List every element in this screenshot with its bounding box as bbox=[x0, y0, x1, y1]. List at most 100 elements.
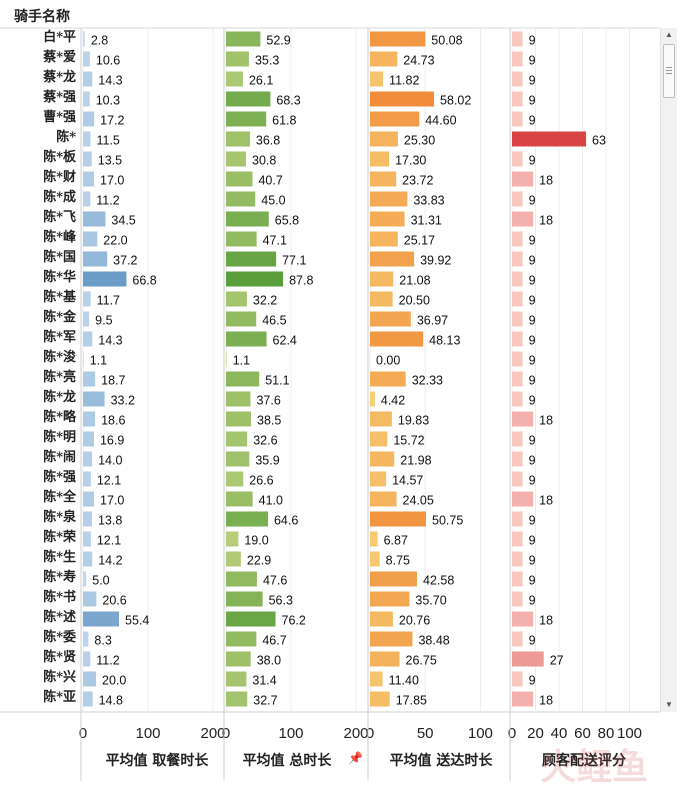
bar bbox=[512, 291, 523, 307]
data-label: 10.6 bbox=[96, 54, 120, 68]
data-label: 46.5 bbox=[262, 314, 286, 328]
pin-icon[interactable]: 📌 bbox=[348, 751, 363, 765]
scroll-thumb[interactable] bbox=[663, 44, 675, 98]
data-label: 9 bbox=[529, 74, 536, 88]
data-label: 12.1 bbox=[97, 534, 121, 548]
bar bbox=[226, 291, 247, 307]
bar bbox=[512, 111, 523, 127]
data-label: 14.57 bbox=[392, 474, 423, 488]
bar bbox=[226, 71, 243, 87]
bar bbox=[83, 691, 93, 707]
data-label: 9 bbox=[529, 634, 536, 648]
data-label: 20.0 bbox=[102, 674, 126, 688]
rider-name: 陈*述 bbox=[43, 610, 76, 625]
data-label: 76.2 bbox=[282, 614, 306, 628]
scroll-down-arrow-icon[interactable]: ▼ bbox=[665, 700, 673, 709]
data-label: 24.05 bbox=[403, 494, 434, 508]
bar bbox=[226, 571, 257, 587]
data-label: 9 bbox=[529, 314, 536, 328]
footer-label-pickup[interactable]: 平均值 取餐时长 bbox=[105, 753, 209, 769]
bar bbox=[370, 571, 418, 587]
bar bbox=[370, 91, 435, 107]
bar bbox=[370, 471, 387, 487]
data-label: 27 bbox=[550, 654, 564, 668]
data-label: 17.30 bbox=[395, 154, 426, 168]
data-label: 41.0 bbox=[259, 494, 283, 508]
data-label: 42.58 bbox=[423, 574, 454, 588]
data-label: 11.5 bbox=[96, 134, 119, 148]
bar bbox=[512, 431, 523, 447]
data-label: 45.0 bbox=[261, 194, 285, 208]
data-label: 26.75 bbox=[406, 654, 437, 668]
data-label: 9 bbox=[529, 674, 536, 688]
bar bbox=[512, 191, 523, 207]
data-label: 18 bbox=[539, 214, 553, 228]
data-label: 38.48 bbox=[418, 634, 449, 648]
tick-label: 100 bbox=[278, 725, 303, 742]
bar bbox=[83, 111, 95, 127]
data-label: 56.3 bbox=[269, 594, 293, 608]
rider-name: 白*平 bbox=[43, 30, 76, 45]
bar bbox=[226, 211, 269, 227]
data-label: 35.3 bbox=[255, 54, 279, 68]
bar bbox=[83, 291, 91, 307]
footer-label-delivery[interactable]: 平均值 送达时长 bbox=[389, 753, 493, 769]
bar bbox=[226, 131, 250, 147]
bar bbox=[370, 331, 424, 347]
data-label: 9 bbox=[529, 254, 536, 268]
data-label: 37.6 bbox=[256, 394, 280, 408]
data-label: 20.50 bbox=[399, 294, 430, 308]
bar bbox=[512, 471, 523, 487]
data-label: 25.17 bbox=[404, 234, 435, 248]
bar bbox=[512, 91, 523, 107]
bar bbox=[512, 231, 523, 247]
scroll-up-arrow-icon[interactable]: ▲ bbox=[665, 30, 673, 39]
data-label: 14.0 bbox=[98, 454, 122, 468]
rider-name: 陈*峰 bbox=[43, 230, 76, 245]
data-label: 61.8 bbox=[272, 114, 296, 128]
data-label: 36.8 bbox=[256, 134, 280, 148]
header-title: 骑手名称 bbox=[14, 9, 70, 25]
bar bbox=[226, 391, 251, 407]
bar bbox=[512, 211, 534, 227]
vertical-scrollbar[interactable]: ▲ ▼ bbox=[660, 28, 677, 712]
bar bbox=[370, 311, 411, 327]
rider-name: 陈*国 bbox=[43, 250, 76, 265]
data-label: 58.02 bbox=[440, 94, 471, 108]
data-label: 9 bbox=[529, 374, 536, 388]
data-label: 9 bbox=[529, 194, 536, 208]
data-label: 17.0 bbox=[100, 174, 124, 188]
data-label: 39.92 bbox=[420, 254, 451, 268]
tick-label: 0 bbox=[366, 725, 374, 742]
data-label: 87.8 bbox=[289, 274, 313, 288]
bar bbox=[226, 91, 271, 107]
rider-name: 陈*兴 bbox=[43, 670, 76, 685]
data-label: 9 bbox=[529, 274, 536, 288]
data-label: 36.97 bbox=[417, 314, 448, 328]
bar bbox=[226, 311, 257, 327]
footer-label-total[interactable]: 平均值 总时长 bbox=[242, 753, 332, 769]
data-label: 22.9 bbox=[247, 554, 271, 568]
bar bbox=[83, 591, 97, 607]
bar bbox=[226, 171, 253, 187]
data-label: 51.1 bbox=[265, 374, 289, 388]
rider-name: 陈*生 bbox=[43, 550, 76, 565]
data-label: 13.5 bbox=[98, 154, 122, 168]
tick-label: 0 bbox=[508, 725, 516, 742]
data-label: 8.75 bbox=[386, 554, 410, 568]
bar bbox=[370, 591, 410, 607]
bar bbox=[370, 511, 427, 527]
data-label: 31.31 bbox=[411, 214, 442, 228]
footer-label-rating[interactable]: 顾客配送评分 bbox=[542, 753, 626, 769]
bar bbox=[226, 591, 263, 607]
data-label: 35.9 bbox=[255, 454, 279, 468]
bar bbox=[370, 191, 408, 207]
bar bbox=[370, 171, 397, 187]
bar bbox=[512, 551, 523, 567]
bar bbox=[370, 531, 378, 547]
rider-name: 陈*成 bbox=[43, 190, 76, 205]
bar bbox=[83, 131, 91, 147]
data-label: 9 bbox=[529, 394, 536, 408]
bar bbox=[512, 311, 523, 327]
data-label: 9 bbox=[529, 474, 536, 488]
